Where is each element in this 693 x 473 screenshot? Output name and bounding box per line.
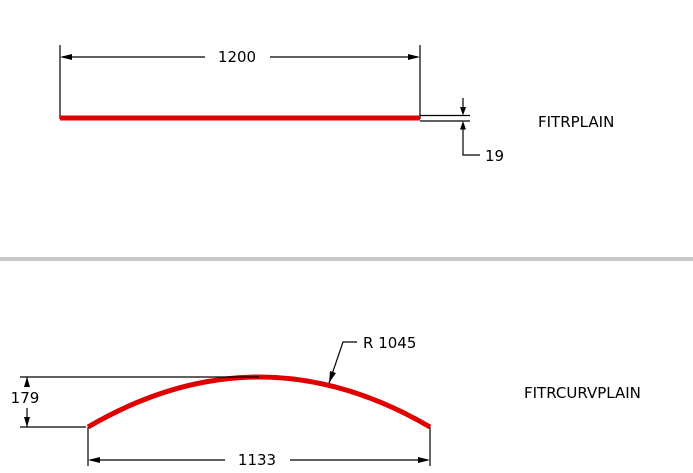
curved-chord-arrow-left: [88, 457, 100, 463]
plain-thickness-value: 19: [485, 147, 504, 165]
curved-arc: [86, 374, 432, 430]
curved-chord-arrow-right: [418, 457, 430, 463]
curved-radius-leader: [328, 341, 357, 384]
curved-radius-arrow: [329, 371, 336, 383]
curved-rise-arrow-top: [24, 377, 30, 387]
curved-rise-arrow-bottom: [24, 417, 30, 427]
plain-length-value: 1200: [218, 48, 256, 66]
plain-part-name: FITRPLAIN: [538, 113, 614, 131]
curved-part-name: FITRCURVPLAIN: [524, 384, 641, 402]
curved-part-group: R 1045 179 1133 FITRCURVPLAIN: [11, 334, 641, 469]
curved-radius-value: R 1045: [363, 334, 416, 352]
plain-length-arrow-right: [408, 54, 420, 60]
curved-chord-value: 1133: [238, 451, 276, 469]
plain-length-arrow-left: [60, 54, 72, 60]
plain-thickness-arrow-bottom: [460, 121, 466, 130]
plain-thickness-arrow-top: [460, 107, 466, 116]
plain-part-group: 1200 19 FITRPLAIN: [59, 45, 614, 165]
curved-rise-value: 179: [11, 389, 40, 407]
section-divider: [0, 257, 693, 261]
plain-thickness-leader: [462, 129, 480, 156]
